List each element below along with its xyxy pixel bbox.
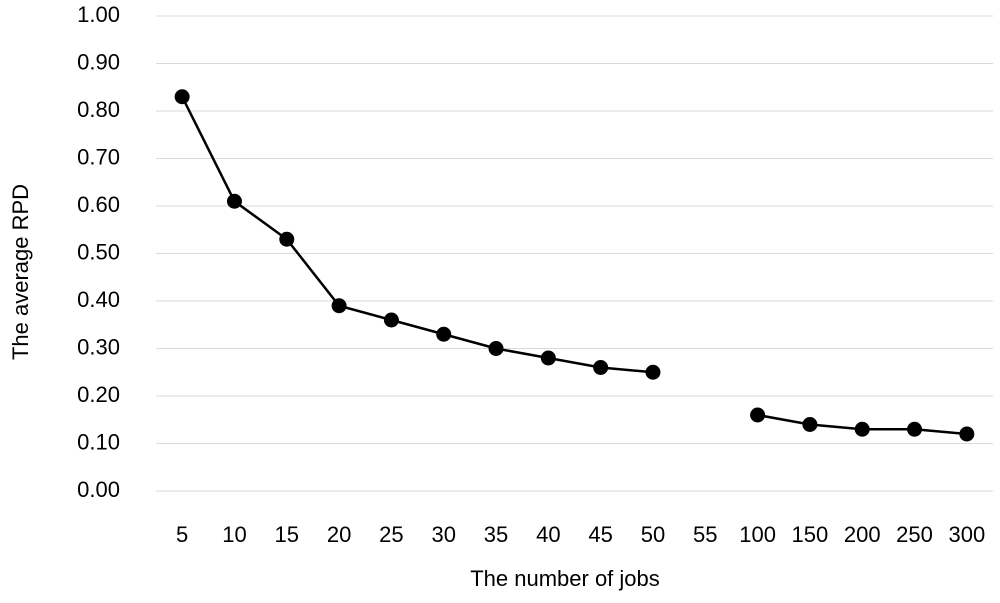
- y-tick-label: 0.20: [77, 382, 120, 407]
- data-point: [959, 426, 975, 442]
- x-tick-label: 45: [588, 522, 612, 547]
- data-point: [907, 421, 923, 437]
- data-point: [174, 89, 190, 105]
- data-point: [750, 407, 766, 423]
- x-tick-label: 100: [739, 522, 776, 547]
- x-tick-label: 150: [792, 522, 829, 547]
- y-tick-label: 0.10: [77, 429, 120, 454]
- x-axis-title: The number of jobs: [470, 566, 660, 591]
- data-point: [645, 364, 661, 380]
- x-tick-label: 20: [327, 522, 351, 547]
- x-tick-label: 30: [431, 522, 455, 547]
- y-tick-label: 0.60: [77, 192, 120, 217]
- data-point: [593, 360, 609, 375]
- y-tick-label: 0.90: [77, 49, 120, 74]
- y-tick-label: 1.00: [77, 2, 120, 27]
- x-tick-label: 50: [641, 522, 665, 547]
- x-tick-label: 5: [176, 522, 188, 547]
- y-tick-label: 0.50: [77, 239, 120, 264]
- x-tick-label: 300: [948, 522, 985, 547]
- x-tick-label: 200: [844, 522, 881, 547]
- data-point: [488, 341, 504, 356]
- y-tick-label: 0.70: [77, 144, 120, 169]
- y-tick-label: 0.00: [77, 477, 120, 502]
- data-point: [279, 231, 295, 247]
- data-point: [226, 193, 242, 209]
- x-tick-label: 250: [896, 522, 933, 547]
- y-tick-label: 0.80: [77, 97, 120, 122]
- x-tick-label: 40: [536, 522, 560, 547]
- x-tick-label: 55: [693, 522, 717, 547]
- y-tick-label: 0.40: [77, 287, 120, 312]
- x-tick-label: 35: [484, 522, 508, 547]
- data-point: [383, 312, 399, 328]
- data-point: [854, 421, 870, 437]
- data-point: [436, 326, 452, 342]
- y-tick-label: 0.30: [77, 334, 120, 359]
- data-point: [331, 298, 347, 314]
- x-tick-label: 25: [379, 522, 403, 547]
- y-axis-title: The average RPD: [8, 184, 33, 360]
- x-tick-label: 15: [275, 522, 299, 547]
- data-point: [802, 417, 818, 432]
- series-line: [181, 96, 967, 436]
- data-point: [540, 350, 556, 366]
- x-tick-label: 10: [222, 522, 246, 547]
